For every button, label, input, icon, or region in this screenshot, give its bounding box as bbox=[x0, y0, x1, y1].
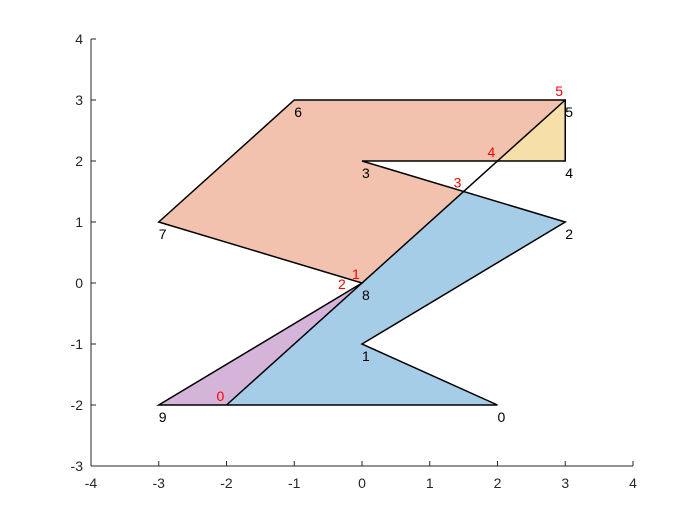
y-axis-ticks: -3 -2 -1 0 1 2 3 4 bbox=[71, 31, 96, 474]
vertex-label: 2 bbox=[565, 226, 573, 242]
x-tick-label: -4 bbox=[85, 475, 98, 491]
salmon-region bbox=[158, 100, 566, 283]
x-tick-label: 1 bbox=[426, 475, 434, 491]
x-axis-ticks: -4 -3 -2 -1 0 1 2 3 4 bbox=[85, 461, 637, 491]
y-tick-label: 3 bbox=[75, 92, 83, 108]
diagonal-edge bbox=[225, 99, 566, 406]
y-tick-label: -3 bbox=[71, 458, 84, 474]
edges-layer bbox=[156, 99, 568, 406]
x-tick-label: 3 bbox=[561, 475, 569, 491]
intersection-label: 5 bbox=[555, 83, 563, 99]
y-tick-label: 1 bbox=[75, 214, 83, 230]
y-tick-label: 4 bbox=[75, 31, 83, 47]
y-tick-label: -2 bbox=[71, 397, 84, 413]
vertex-label: 6 bbox=[294, 104, 302, 120]
y-tick-label: 2 bbox=[75, 153, 83, 169]
vertex-label: 8 bbox=[362, 287, 370, 303]
vertex-label: 9 bbox=[159, 409, 167, 425]
x-tick-label: -3 bbox=[153, 475, 166, 491]
vertex-label: 3 bbox=[362, 165, 370, 181]
blue-region bbox=[226, 191, 566, 405]
intersection-label: 2 bbox=[338, 276, 346, 292]
vertex-label: 5 bbox=[565, 104, 573, 120]
intersection-label: 0 bbox=[217, 388, 225, 404]
y-tick-label: -1 bbox=[71, 336, 84, 352]
vertex-label: 1 bbox=[362, 348, 370, 364]
y-tick-label: 0 bbox=[75, 275, 83, 291]
vertex-label: 4 bbox=[565, 165, 573, 181]
x-tick-label: 4 bbox=[629, 475, 637, 491]
intersection-label: 4 bbox=[488, 144, 496, 160]
vertex-label: 0 bbox=[498, 409, 506, 425]
x-tick-label: 0 bbox=[358, 475, 366, 491]
x-tick-label: -2 bbox=[220, 475, 233, 491]
x-tick-label: -1 bbox=[288, 475, 301, 491]
intersection-label: 1 bbox=[352, 266, 360, 282]
vertex-label: 7 bbox=[159, 226, 167, 242]
intersection-label: 3 bbox=[454, 175, 462, 191]
x-tick-label: 2 bbox=[494, 475, 502, 491]
